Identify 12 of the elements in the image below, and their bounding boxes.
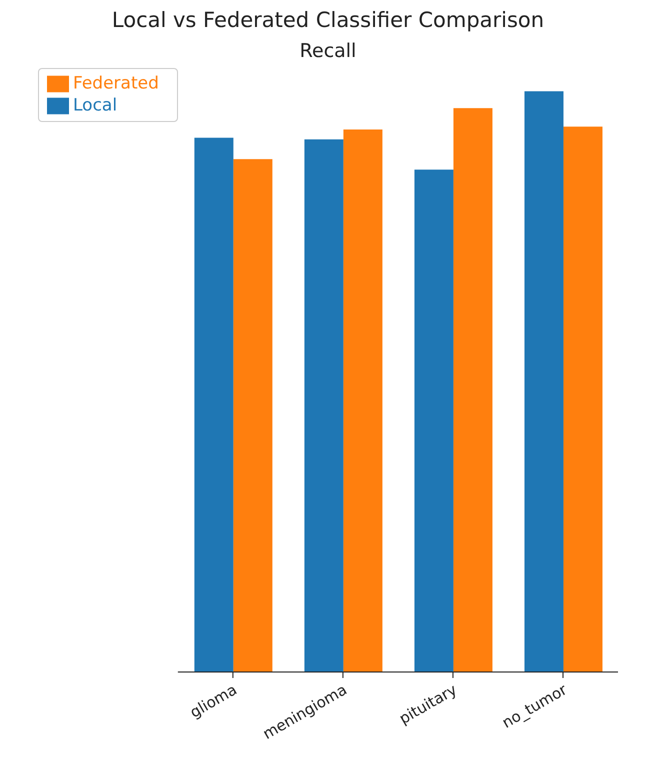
chart-subtitle: Recall [298, 40, 358, 62]
legend-label: Federated [73, 74, 159, 94]
bar [524, 91, 564, 672]
legend-label: Local [73, 96, 118, 116]
bar [304, 139, 344, 672]
bar [414, 170, 454, 672]
chart-title: Local vs Federated Classifier Comparison [110, 8, 546, 32]
bar [453, 108, 492, 672]
bar [194, 138, 234, 672]
bar [343, 130, 382, 672]
bar [233, 159, 272, 672]
bar [563, 126, 602, 672]
